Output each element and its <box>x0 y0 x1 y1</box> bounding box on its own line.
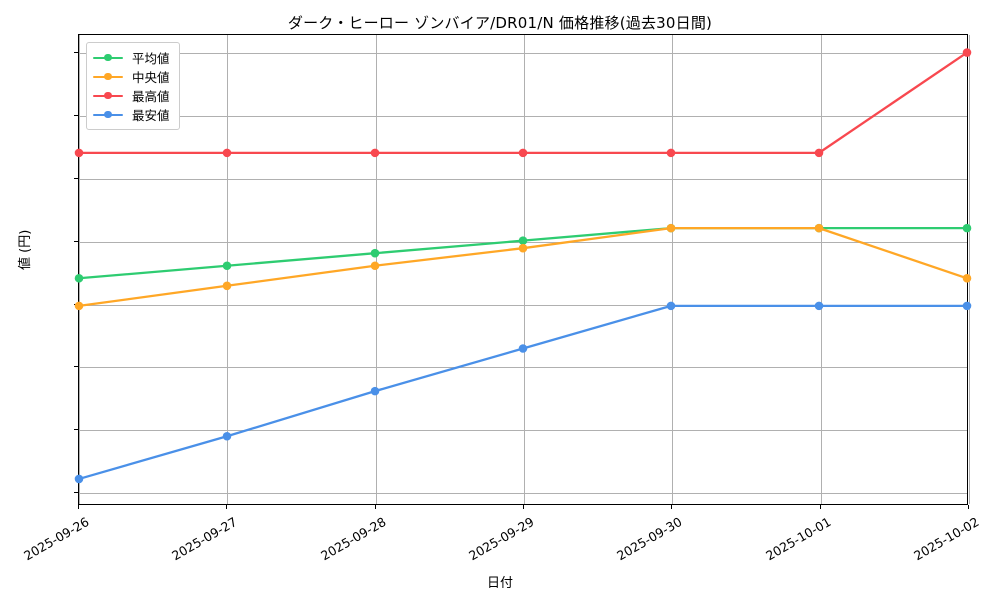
x-tick-label: 2025-09-27 <box>169 514 240 564</box>
y-tick-mark <box>74 240 78 242</box>
gridline-horizontal <box>79 430 967 432</box>
x-tick-mark <box>374 505 376 509</box>
x-tick-label: 2025-09-28 <box>317 514 389 564</box>
gridline-horizontal <box>79 304 967 306</box>
series-最高値 <box>74 48 972 158</box>
x-axis-label: 日付 <box>486 576 513 591</box>
x-tick-label: 2025-09-29 <box>466 514 537 564</box>
gridline-vertical <box>969 35 970 504</box>
gridline-horizontal <box>79 52 967 54</box>
data-point <box>814 301 824 311</box>
x-tick-mark <box>819 505 821 509</box>
legend-label: 最高値 <box>132 89 170 104</box>
data-point <box>222 431 232 441</box>
y-tick-mark <box>74 429 78 431</box>
y-tick-mark <box>74 114 78 116</box>
data-point <box>370 148 380 158</box>
data-point <box>74 474 84 484</box>
data-point <box>962 48 972 57</box>
data-point <box>74 274 84 283</box>
data-point <box>666 223 676 233</box>
gridline-vertical <box>820 35 822 504</box>
legend-item-最安値[interactable]: 最安値 <box>93 105 170 124</box>
x-tick-label: 2025-10-02 <box>911 514 982 564</box>
x-tick-label: 2025-09-26 <box>21 514 92 564</box>
data-point <box>370 386 380 396</box>
legend-label: 中央値 <box>132 70 170 85</box>
gridline-horizontal <box>79 367 967 369</box>
data-point <box>370 248 380 258</box>
data-point <box>74 148 84 158</box>
data-point <box>962 301 972 311</box>
legend-label: 最安値 <box>132 108 170 123</box>
x-tick-mark <box>226 505 228 509</box>
data-point <box>518 243 528 253</box>
x-tick-mark <box>671 505 673 509</box>
legend-swatch-icon <box>93 51 123 65</box>
data-point <box>814 223 824 233</box>
series-line <box>77 226 969 280</box>
chart-title: ダーク・ヒーロー ゾンバイア/DR01/N 価格推移(過去30日間) <box>287 14 713 32</box>
legend-label: 平均値 <box>132 51 170 66</box>
x-tick-mark <box>78 505 79 509</box>
gridline-horizontal <box>79 493 967 495</box>
series-line <box>77 304 969 481</box>
y-tick-mark <box>74 492 78 494</box>
data-point <box>666 301 676 311</box>
legend-item-中央値[interactable]: 中央値 <box>93 67 170 86</box>
gridline-vertical <box>79 35 80 504</box>
gridline-horizontal <box>79 178 967 180</box>
data-point <box>222 261 232 271</box>
data-point <box>222 148 232 158</box>
data-point <box>962 223 972 233</box>
data-point <box>74 301 84 311</box>
legend-swatch-icon <box>93 70 123 84</box>
data-point <box>518 236 528 245</box>
series-line <box>77 51 969 155</box>
x-tick-mark <box>968 505 969 509</box>
y-tick-mark <box>74 366 78 368</box>
gridline-horizontal <box>79 115 967 117</box>
legend-swatch-icon <box>93 89 123 103</box>
data-point <box>370 261 380 271</box>
series-平均値 <box>74 223 972 283</box>
x-tick-label: 2025-09-30 <box>614 514 685 564</box>
data-point <box>962 274 972 283</box>
legend-item-最高値[interactable]: 最高値 <box>93 86 170 105</box>
legend-item-平均値[interactable]: 平均値 <box>93 48 170 67</box>
y-axis-label: 値 (円) <box>18 229 33 270</box>
x-tick-mark <box>523 505 524 509</box>
gridline-vertical <box>524 35 525 504</box>
legend-swatch-icon <box>93 108 123 122</box>
data-point <box>814 148 824 158</box>
data-point <box>518 344 528 353</box>
x-tick-label: 2025-10-01 <box>762 514 834 564</box>
series-最安値 <box>74 301 972 484</box>
data-point <box>518 148 528 158</box>
data-point <box>666 148 676 158</box>
series-layer <box>74 48 972 484</box>
gridline-vertical <box>672 35 674 504</box>
data-point <box>222 281 232 291</box>
y-tick-mark <box>74 177 78 179</box>
series-中央値 <box>74 223 972 311</box>
chart-legend: 平均値中央値最高値最安値 <box>86 42 180 130</box>
y-tick-mark <box>74 51 78 53</box>
plot-area <box>74 34 972 505</box>
